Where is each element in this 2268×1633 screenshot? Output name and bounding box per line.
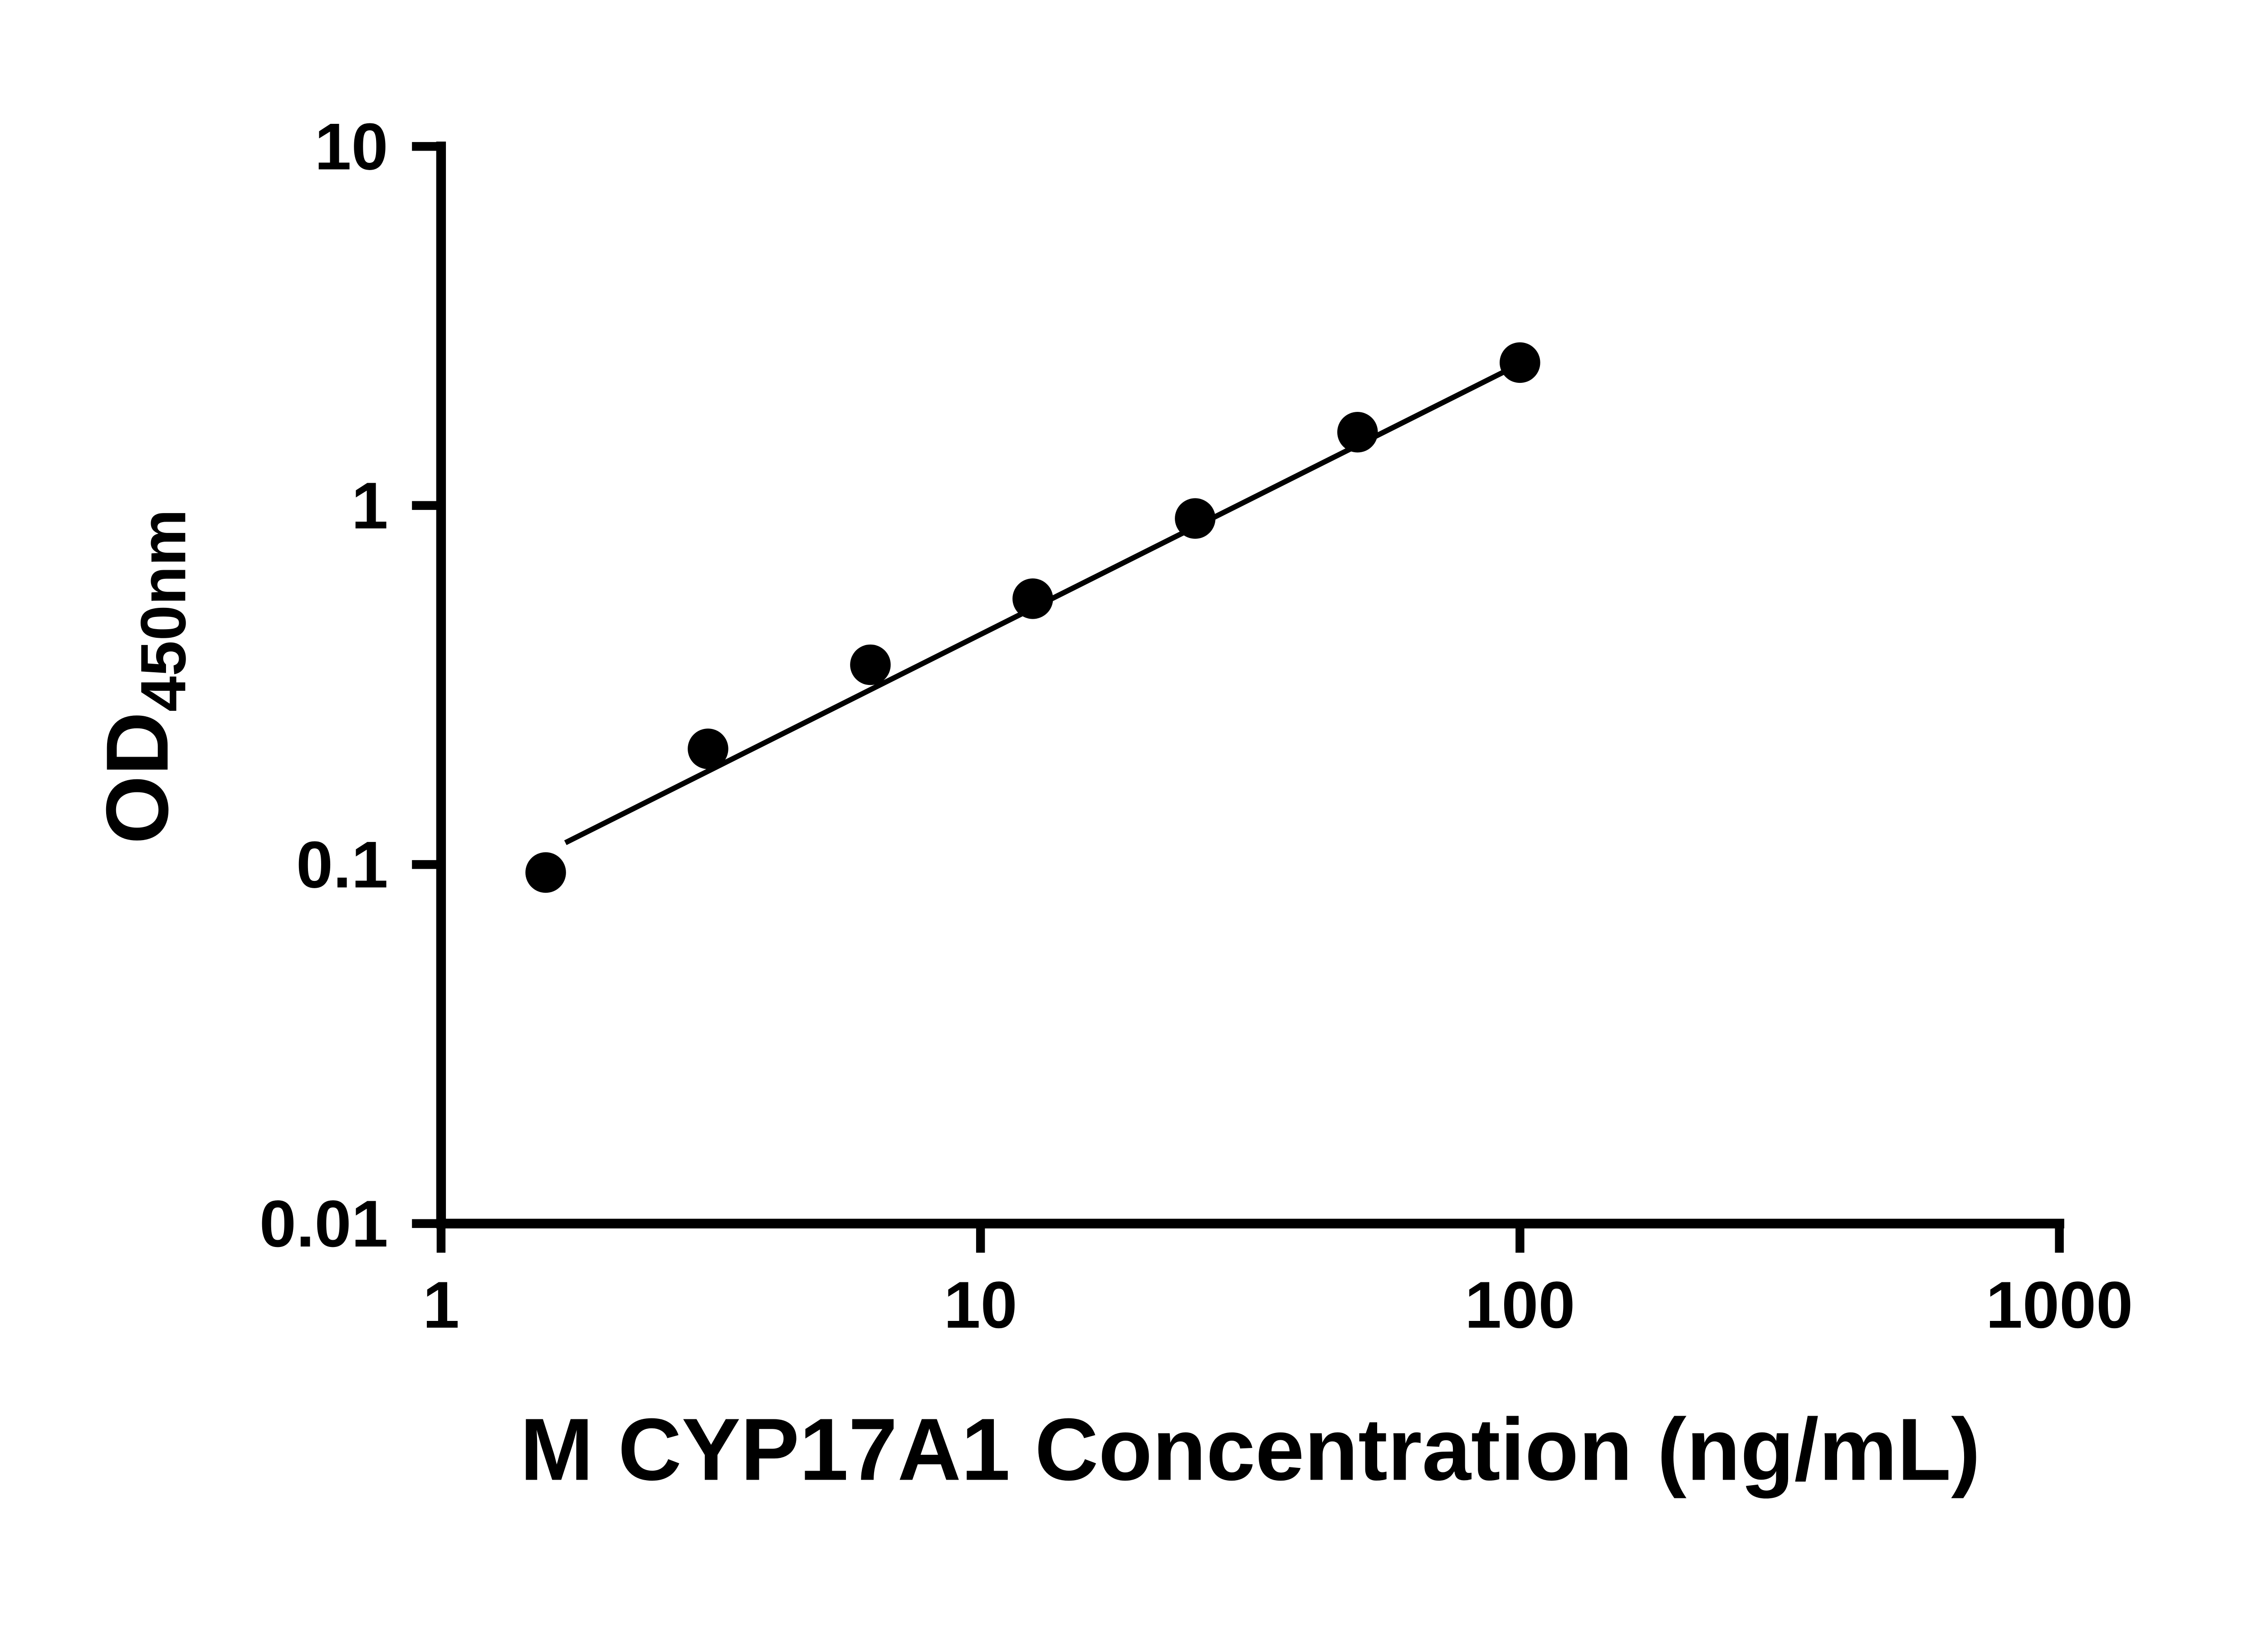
x-tick-label: 100	[1465, 1268, 1575, 1342]
y-tick-label: 0.1	[296, 827, 388, 901]
data-point	[1337, 412, 1378, 453]
y-tick-label: 0.01	[259, 1187, 388, 1261]
data-points-layer	[525, 342, 1540, 893]
data-point	[1500, 342, 1540, 383]
x-tick-label: 10	[943, 1268, 1017, 1342]
axis-spine	[436, 142, 2064, 1229]
x-axis-title: M CYP17A1 Concentration (ng/mL)	[520, 1400, 1980, 1499]
standard-curve-chart: 1 10 100 1000 0.01 0.1 1 10 M CYP17A1 Concentra…	[88, 109, 2133, 1499]
data-point	[1012, 578, 1053, 619]
data-point	[850, 644, 891, 685]
data-point	[1175, 498, 1216, 539]
y-tick-label: 10	[314, 109, 388, 183]
y-tick-label: 1	[352, 469, 388, 543]
tick-marks-layer	[412, 142, 2064, 1253]
elisa-standard-curve-figure: 1 10 100 1000 0.01 0.1 1 10 M CYP17A1 Concentra…	[88, 109, 2133, 1499]
data-point	[688, 728, 728, 769]
x-tick-label: 1	[423, 1268, 459, 1342]
tick-labels-layer: 1 10 100 1000 0.01 0.1 1 10	[259, 109, 2133, 1341]
axis-titles-layer: M CYP17A1 Concentration (ng/mL) OD450nm	[88, 509, 1981, 1499]
x-tick-label: 1000	[1986, 1268, 2133, 1342]
axes-layer	[436, 142, 2064, 1229]
data-point	[525, 852, 566, 893]
y-axis-title: OD450nm	[88, 509, 199, 844]
